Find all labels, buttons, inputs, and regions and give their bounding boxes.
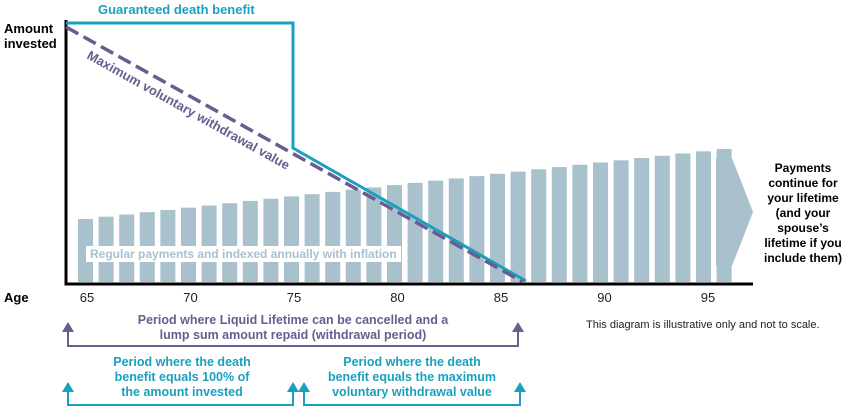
note-line: Payments <box>774 161 832 175</box>
note-line: (and your <box>775 206 831 220</box>
payment-bar <box>634 158 650 282</box>
x-tick-label: 95 <box>700 290 716 305</box>
payment-bar <box>490 173 505 282</box>
disclaimer: This diagram is illustrative only and no… <box>586 319 820 331</box>
y-axis-label-line: invested <box>4 36 57 51</box>
payment-bar <box>448 178 464 282</box>
y-axis-label: Amount invested <box>4 21 57 51</box>
payment-bar <box>284 196 299 282</box>
payment-bar <box>242 200 258 282</box>
payment-bar <box>201 205 217 282</box>
y-axis-label-line: Amount <box>4 21 54 36</box>
note-line: continue for <box>768 176 838 190</box>
period-line: the amount invested <box>121 385 243 399</box>
payment-bar <box>345 189 361 282</box>
withdrawal-period-label: Period where Liquid Lifetime can be canc… <box>118 313 468 343</box>
withdrawal-period-bracket <box>62 322 524 347</box>
payments-continue-note: Payments continue for your lifetime (and… <box>757 161 849 266</box>
guaranteed-death-benefit-line <box>66 21 527 283</box>
note-line: spouse’s <box>777 221 829 235</box>
x-tick-label: 75 <box>286 290 302 305</box>
period-line: Period where Liquid Lifetime can be canc… <box>137 313 449 327</box>
payment-bar <box>387 185 402 282</box>
x-tick-label: 85 <box>493 290 509 305</box>
guaranteed-death-benefit-label: Guaranteed death benefit <box>98 2 255 17</box>
x-tick-label: 65 <box>79 290 95 305</box>
max-withdrawal-line <box>65 25 524 284</box>
death-benefit-max-bracket <box>298 382 526 406</box>
max-withdrawal-label: Maximum voluntary withdrawal value <box>85 48 293 173</box>
x-tick-label: 80 <box>390 290 405 305</box>
payment-bar <box>181 207 196 282</box>
note-line: your lifetime <box>767 191 839 205</box>
payment-bar <box>325 191 341 282</box>
note-line: include them) <box>763 251 842 265</box>
x-axis-label: Age <box>4 290 29 305</box>
payment-bar <box>263 198 279 282</box>
death-benefit-max-label: Period where the death benefit equals th… <box>314 355 510 400</box>
period-line: benefit equals the maximum <box>327 370 497 384</box>
payment-bar <box>654 155 670 282</box>
note-line: lifetime if you <box>764 236 842 250</box>
death-benefit-100-bracket <box>62 382 299 406</box>
period-line: benefit equals 100% of <box>114 370 250 384</box>
x-tick-label: 70 <box>183 290 198 305</box>
payment-bar <box>531 169 547 282</box>
payment-bar <box>78 219 93 282</box>
payment-bar <box>675 153 691 282</box>
period-line: Period where the death <box>343 355 481 369</box>
payment-bar <box>593 162 608 282</box>
period-line: voluntary withdrawal value <box>332 385 492 399</box>
axes <box>64 20 753 286</box>
death-benefit-100-label: Period where the death benefit equals 10… <box>92 355 272 400</box>
period-line: Period where the death <box>113 355 251 369</box>
x-tick-label: 90 <box>597 290 612 305</box>
payment-bar <box>613 160 629 282</box>
payment-bar <box>510 171 526 282</box>
payment-bar <box>572 164 588 282</box>
payment-bar <box>366 187 382 282</box>
payment-bar <box>407 182 423 282</box>
payment-bar <box>304 194 320 282</box>
payment-bar <box>551 167 567 282</box>
payment-bar <box>469 176 485 282</box>
inflation-label: Regular payments and indexed annually wi… <box>86 246 401 262</box>
payment-bar <box>222 203 238 282</box>
payment-bar <box>696 151 711 282</box>
period-line: lump sum amount repaid (withdrawal perio… <box>159 328 427 342</box>
payments-continue-arrow <box>716 158 753 266</box>
